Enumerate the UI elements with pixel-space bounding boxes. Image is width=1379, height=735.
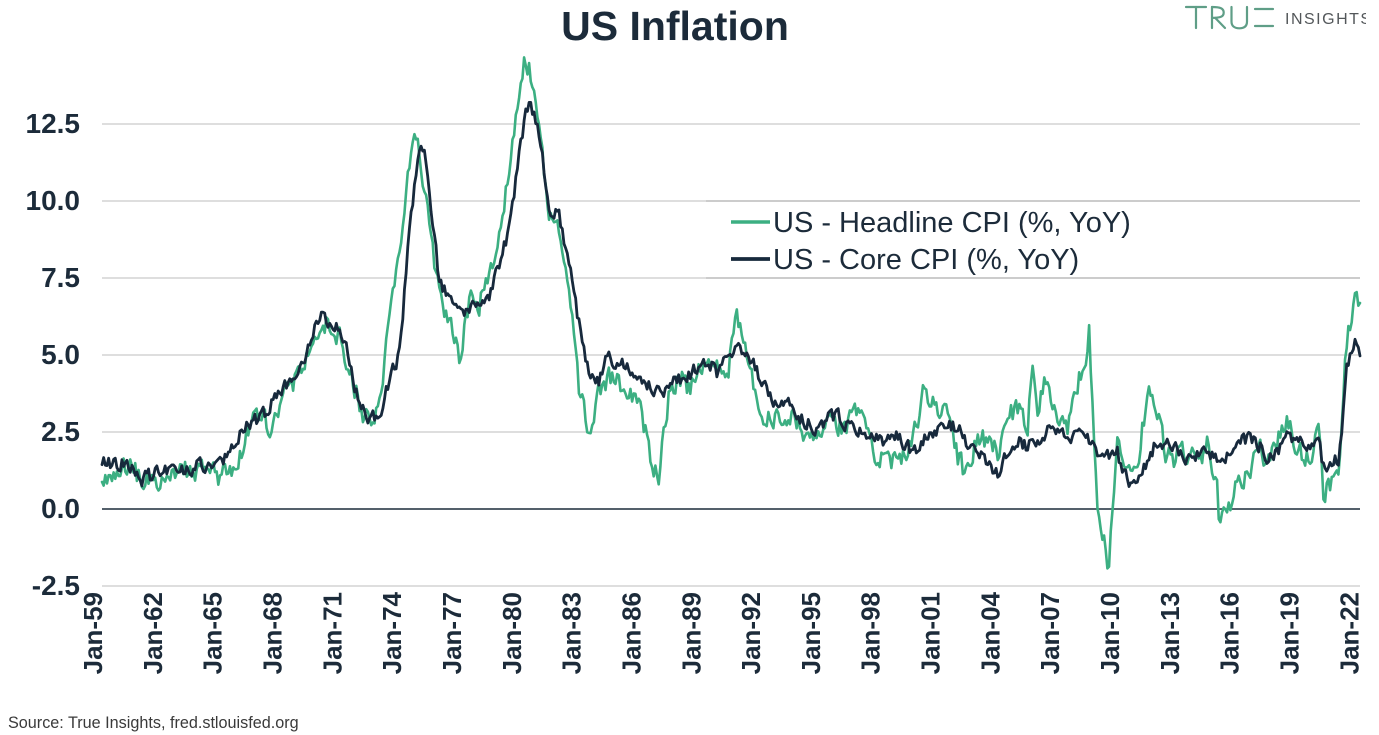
svg-text:Jan-92: Jan-92 <box>736 592 766 674</box>
svg-text:US - Headline CPI (%, YoY): US - Headline CPI (%, YoY) <box>773 207 1131 239</box>
svg-text:Jan-16: Jan-16 <box>1215 592 1245 674</box>
svg-text:Jan-13: Jan-13 <box>1155 592 1185 674</box>
svg-text:5.0: 5.0 <box>41 339 80 370</box>
svg-text:Jan-80: Jan-80 <box>497 592 527 674</box>
svg-text:Jan-74: Jan-74 <box>377 591 407 674</box>
svg-text:Jan-65: Jan-65 <box>198 592 228 674</box>
svg-text:10.0: 10.0 <box>26 185 81 216</box>
svg-text:Jan-86: Jan-86 <box>616 592 646 674</box>
svg-text:Jan-89: Jan-89 <box>676 592 706 674</box>
svg-text:12.5: 12.5 <box>26 108 81 139</box>
svg-text:-2.5: -2.5 <box>32 570 80 601</box>
svg-text:Jan-71: Jan-71 <box>317 592 347 674</box>
svg-text:Jan-62: Jan-62 <box>138 592 168 674</box>
svg-text:Jan-01: Jan-01 <box>916 592 946 674</box>
svg-text:Source: True Insights, fred.st: Source: True Insights, fred.stlouisfed.o… <box>8 714 299 732</box>
svg-text:Jan-77: Jan-77 <box>437 592 467 674</box>
svg-text:Jan-95: Jan-95 <box>796 592 826 674</box>
svg-text:2.5: 2.5 <box>41 416 80 447</box>
svg-text:Jan-22: Jan-22 <box>1334 592 1364 674</box>
svg-text:7.5: 7.5 <box>41 262 80 293</box>
svg-text:Jan-07: Jan-07 <box>1035 592 1065 674</box>
svg-text:Jan-04: Jan-04 <box>975 591 1005 674</box>
svg-text:US Inflation: US Inflation <box>561 3 789 49</box>
svg-text:Jan-59: Jan-59 <box>78 592 108 674</box>
svg-text:Jan-10: Jan-10 <box>1095 592 1125 674</box>
svg-text:Jan-98: Jan-98 <box>856 592 886 674</box>
svg-text:Jan-68: Jan-68 <box>257 592 287 674</box>
svg-text:INSIGHTS: INSIGHTS <box>1285 11 1366 28</box>
svg-text:US - Core CPI (%, YoY): US - Core CPI (%, YoY) <box>773 244 1079 276</box>
svg-text:0.0: 0.0 <box>41 493 80 524</box>
svg-text:Jan-83: Jan-83 <box>557 592 587 674</box>
svg-text:Jan-19: Jan-19 <box>1275 592 1305 674</box>
